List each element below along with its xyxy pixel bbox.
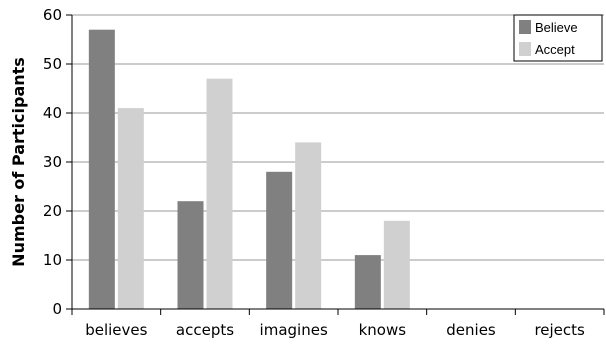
x-tick-label: imagines — [260, 321, 328, 339]
x-tick-label: denies — [446, 321, 496, 339]
y-tick-label: 0 — [52, 300, 62, 318]
bar-accept-imagines — [295, 142, 322, 309]
y-tick-label: 30 — [43, 153, 62, 171]
legend: Believe Accept — [513, 14, 603, 62]
x-tick-label: accepts — [176, 321, 234, 339]
y-tick-label: 40 — [43, 104, 62, 122]
bars — [88, 29, 410, 309]
bar-believe-knows — [354, 255, 381, 309]
legend-label: Accept — [535, 42, 575, 57]
x-tick-label: rejects — [534, 321, 585, 339]
legend-swatch — [519, 42, 531, 56]
bar-believe-accepts — [177, 201, 204, 309]
x-axis-ticks: believes accepts imagines knows denies reject… — [71, 309, 605, 339]
y-axis-label: Number of Participants — [9, 57, 28, 267]
y-tick-label: 50 — [43, 55, 62, 73]
legend-label: Believe — [535, 20, 578, 35]
legend-swatch — [519, 20, 531, 34]
bar-accept-believes — [117, 108, 144, 309]
bar-believe-believes — [88, 29, 115, 309]
y-tick-label: 60 — [43, 6, 62, 24]
x-tick-label: believes — [85, 321, 147, 339]
bar-believe-imagines — [266, 171, 293, 309]
y-tick-label: 20 — [43, 202, 62, 220]
bar-accept-knows — [383, 220, 410, 309]
x-tick-label: knows — [359, 321, 407, 339]
y-axis-ticks: 0 10 20 30 40 50 60 — [43, 6, 72, 318]
gridlines — [72, 14, 604, 261]
y-tick-label: 10 — [43, 251, 62, 269]
bar-accept-accepts — [206, 78, 233, 309]
